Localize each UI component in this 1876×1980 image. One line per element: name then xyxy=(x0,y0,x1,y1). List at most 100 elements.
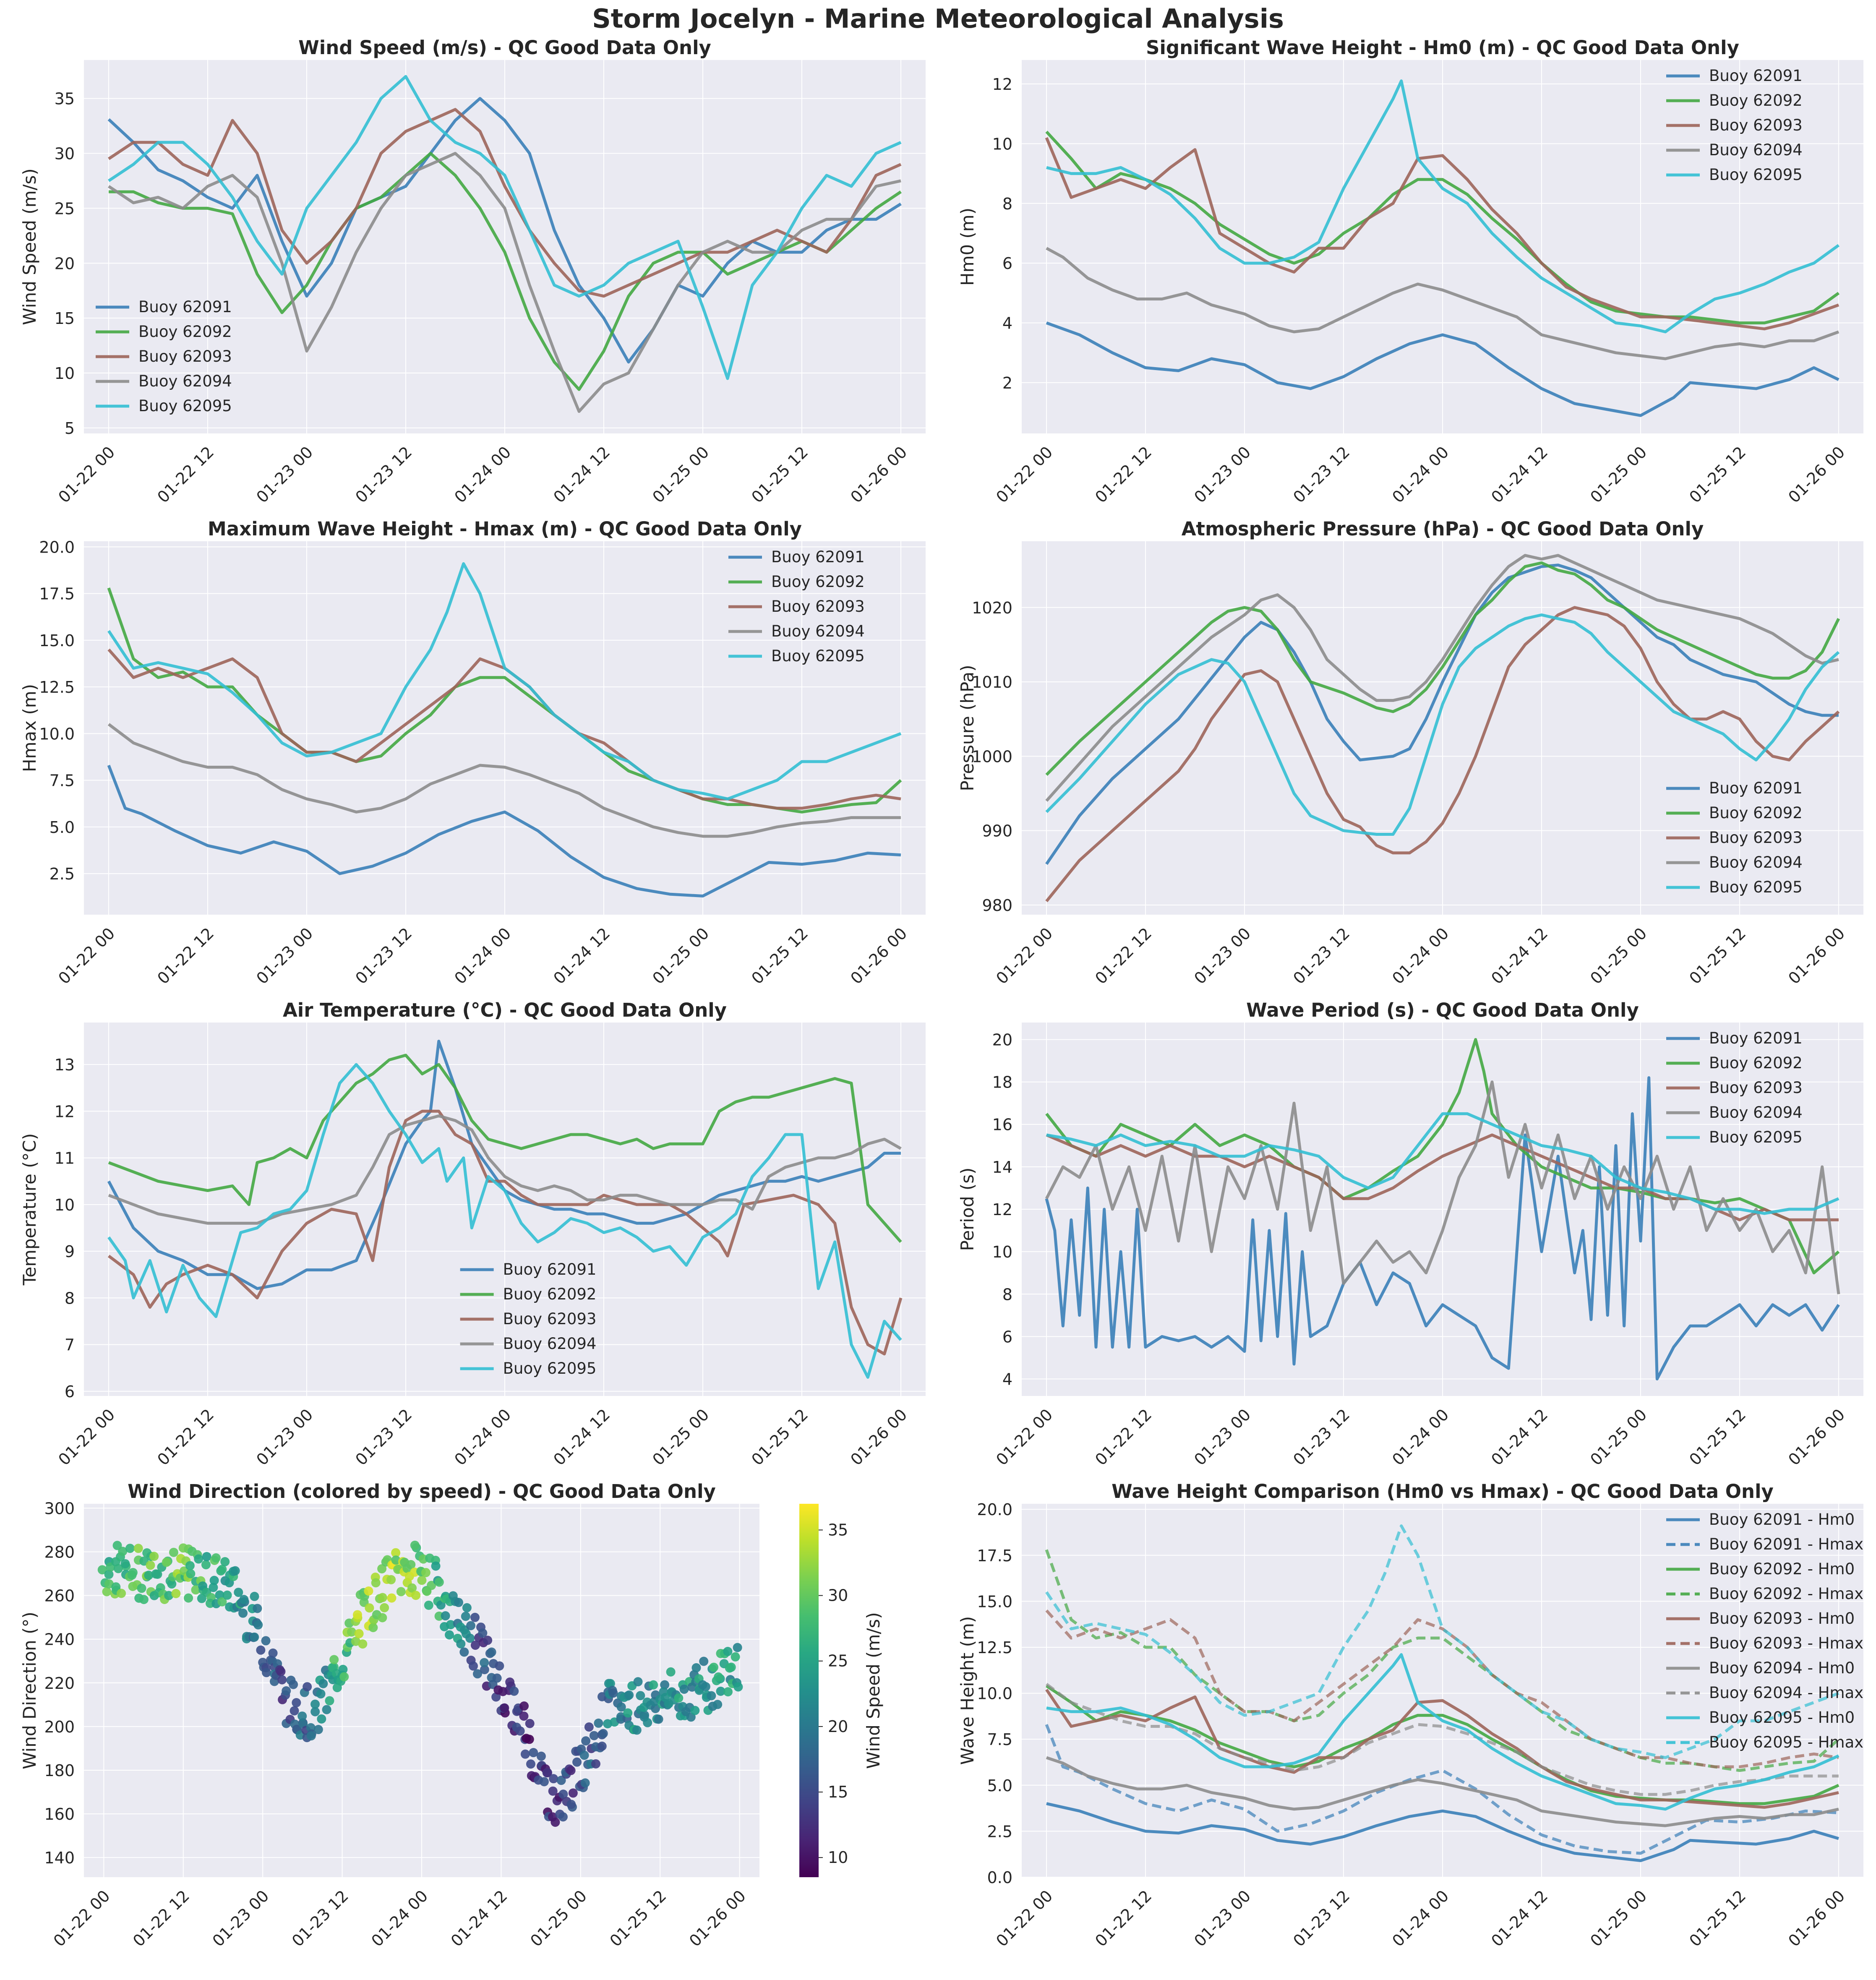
scatter-point xyxy=(318,1679,328,1688)
series-line xyxy=(1045,1076,1840,1380)
scatter-point xyxy=(317,1714,326,1724)
x-tick-label: 01-25 00 xyxy=(1586,443,1650,506)
x-tick-label: 01-26 00 xyxy=(847,1405,911,1469)
series-line xyxy=(107,1109,903,1356)
scatter-point xyxy=(117,1589,126,1598)
y-tick-label: 10 xyxy=(55,1196,75,1214)
scatter-point xyxy=(250,1632,259,1642)
x-tick-label: 01-25 12 xyxy=(1686,443,1749,506)
scatter-point xyxy=(608,1688,618,1698)
series-line xyxy=(107,764,901,897)
y-tick-label: 13 xyxy=(55,1056,75,1074)
x-tick-label: 01-22 00 xyxy=(55,924,118,988)
scatter-point xyxy=(139,1595,149,1604)
y-tick-label: 25 xyxy=(55,199,75,218)
scatter-point xyxy=(352,1610,362,1620)
series-line xyxy=(1045,137,1839,331)
x-tick-label: 01-24 12 xyxy=(550,924,613,988)
chart-title: Significant Wave Height - Hm0 (m) - QC G… xyxy=(1146,37,1739,59)
scatter-point xyxy=(690,1706,700,1715)
y-tick-label: 8 xyxy=(1002,1285,1012,1304)
chart-panel-1: 5 10 15 20 25 30 35 01-22 00 01-22 12 01-23 00 01-… xyxy=(19,37,926,506)
scatter-point xyxy=(184,1593,193,1603)
scatter-point xyxy=(459,1647,469,1657)
y-tick-label: 2.5 xyxy=(50,865,75,883)
y-tick-label: 15.0 xyxy=(977,1592,1012,1611)
x-tick-label: 01-24 00 xyxy=(1388,443,1452,506)
scatter-point xyxy=(238,1608,248,1618)
scatter-point xyxy=(365,1603,374,1613)
x-tick-label: 01-23 12 xyxy=(288,1886,352,1950)
scatter-point xyxy=(470,1612,480,1622)
scatter-point xyxy=(598,1729,608,1738)
x-tick-label: 01-23 00 xyxy=(1190,924,1254,988)
y-tick-label: 240 xyxy=(44,1630,75,1649)
scatter-point xyxy=(276,1667,286,1676)
scatter-point xyxy=(566,1800,576,1809)
scatter-point xyxy=(525,1719,535,1728)
scatter-point xyxy=(201,1560,211,1570)
y-tick-label: 2.5 xyxy=(987,1822,1012,1841)
scatter-point xyxy=(396,1587,406,1597)
series-line xyxy=(1046,1112,1839,1215)
y-tick-label: 12 xyxy=(992,75,1012,94)
scatter-point xyxy=(462,1603,472,1612)
scatter-point xyxy=(731,1652,740,1662)
chart-title: Wind Direction (colored by speed) - QC G… xyxy=(128,1480,716,1503)
scatter-point xyxy=(624,1690,634,1700)
series-line-hm0 xyxy=(1046,1756,1839,1827)
x-tick-label: 01-25 12 xyxy=(1686,1405,1749,1469)
scatter-point xyxy=(407,1583,417,1593)
legend-label: Buoy 62092 xyxy=(138,323,232,341)
y-tick-label: 5 xyxy=(65,419,75,438)
x-tick-label: 01-22 00 xyxy=(992,443,1056,506)
scatter-point xyxy=(551,1817,560,1827)
legend-label: Buoy 62095 xyxy=(1709,166,1803,184)
scatter-point xyxy=(594,1718,603,1728)
chart-title: Wave Height Comparison (Hm0 vs Hmax) - Q… xyxy=(1112,1480,1774,1503)
legend-label: Buoy 62092 xyxy=(771,573,865,591)
legend-label: Buoy 62091 xyxy=(1709,779,1803,797)
colorbar-label: Wind Speed (m/s) xyxy=(863,1612,884,1769)
x-tick-label: 01-24 00 xyxy=(1388,1405,1452,1469)
scatter-point xyxy=(410,1540,420,1550)
y-tick-label: 16 xyxy=(992,1116,1012,1134)
scatter-point xyxy=(144,1570,154,1580)
y-tick-label: 200 xyxy=(44,1718,75,1736)
scatter-point xyxy=(691,1663,701,1672)
legend-label: Buoy 62093 xyxy=(771,597,865,616)
chart-panel-8: 0.0 2.5 5.0 7.5 10.0 12.5 15.0 17.5 20.0 01-22 00… xyxy=(957,1480,1863,1950)
legend: Buoy 62091 Buoy 62092 Buoy 62093 Buoy 62094… xyxy=(728,548,865,665)
scatter-point xyxy=(191,1585,201,1595)
scatter-point xyxy=(250,1591,259,1601)
scatter-point xyxy=(377,1564,387,1573)
scatter-point xyxy=(536,1751,546,1761)
scatter-point xyxy=(162,1557,171,1567)
scatter-point xyxy=(445,1630,454,1640)
x-tick-label: 01-22 00 xyxy=(992,1886,1056,1950)
series-line xyxy=(108,108,902,298)
y-tick-label: 8 xyxy=(65,1289,75,1307)
y-tick-label: 12 xyxy=(992,1200,1012,1219)
scatter-point xyxy=(277,1675,287,1685)
scatter-point xyxy=(616,1702,626,1712)
scatter-point xyxy=(292,1698,301,1708)
y-tick-label: 10 xyxy=(992,1243,1012,1261)
y-tick-label: 11 xyxy=(55,1149,75,1168)
scatter-point xyxy=(118,1547,128,1556)
x-tick-label: 01-22 12 xyxy=(1091,443,1155,506)
y-tick-label: 220 xyxy=(44,1674,75,1693)
scatter-point xyxy=(707,1691,716,1701)
chart-panel-3: 2.5 5.0 7.5 10.0 12.5 15.0 17.5 20.0 01-22 00 01-… xyxy=(19,518,926,988)
y-tick-label: 300 xyxy=(44,1499,75,1518)
legend-label: Buoy 62091 xyxy=(1709,1029,1803,1047)
x-tick-label: 01-24 00 xyxy=(451,924,514,988)
series-line-hm0 xyxy=(1046,1653,1839,1811)
x-tick-label: 01-26 00 xyxy=(847,443,911,506)
scatter-point xyxy=(623,1708,633,1718)
scatter-point xyxy=(480,1665,489,1675)
scatter-point xyxy=(380,1603,389,1612)
x-tick-label: 01-25 12 xyxy=(748,1405,811,1469)
scatter-point xyxy=(549,1774,558,1784)
